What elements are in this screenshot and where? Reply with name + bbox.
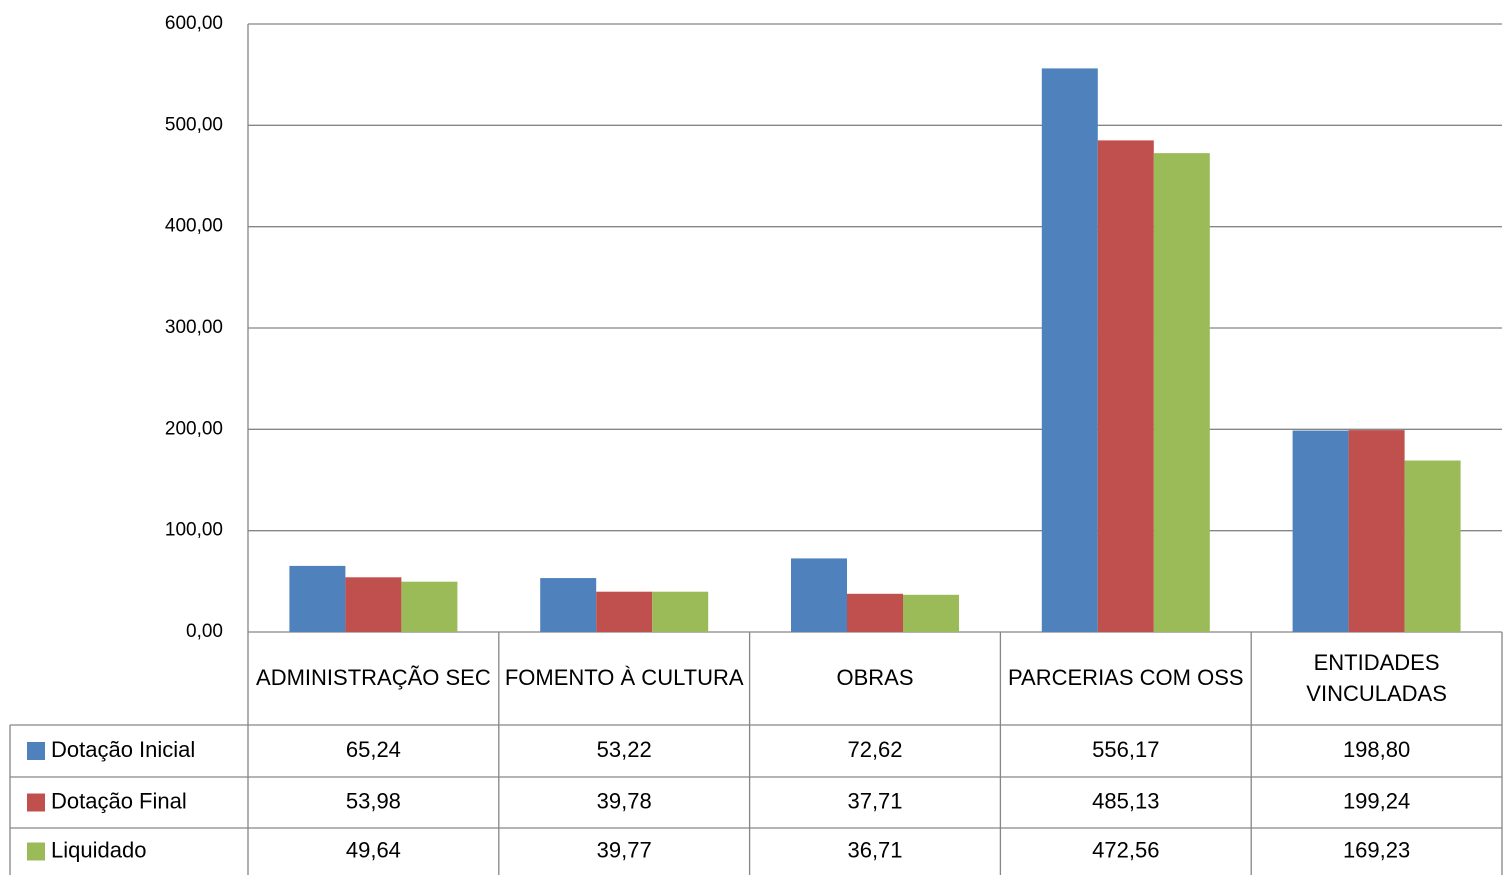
bar <box>1348 430 1405 632</box>
y-tick-label: 100,00 <box>165 520 223 541</box>
bar <box>1292 430 1349 632</box>
x-tick-label: FOMENTO À CULTURA <box>504 665 744 691</box>
table-value: 556,17 <box>1092 737 1159 762</box>
category-cell: PARCERIAS COM OSS <box>1008 665 1244 691</box>
x-tick-label: OBRAS <box>836 665 914 691</box>
x-tick-label: ADMINISTRAÇÃO SEC <box>256 665 491 691</box>
category-cell: OBRAS <box>836 665 914 691</box>
table-value: 65,24 <box>346 737 401 762</box>
bar <box>1153 153 1210 632</box>
bar <box>1404 460 1461 632</box>
category-cell: ENTIDADES VINCULADAS <box>1306 649 1447 706</box>
table-value: 53,22 <box>597 737 652 762</box>
bar <box>401 581 458 632</box>
bar <box>345 577 402 632</box>
y-tick-label: 200,00 <box>165 418 223 439</box>
table-value: 49,64 <box>346 837 401 862</box>
bar <box>652 591 709 632</box>
bar <box>847 593 903 632</box>
table-value: 36,71 <box>847 837 902 862</box>
table-value: 72,62 <box>847 737 902 762</box>
table-value: 39,77 <box>597 837 652 862</box>
y-tick-label: 300,00 <box>165 317 223 338</box>
x-tick-label: PARCERIAS COM OSS <box>1008 665 1244 691</box>
bar <box>1041 68 1098 632</box>
y-tick-label: 400,00 <box>165 216 223 237</box>
legend-key <box>27 793 45 812</box>
bar <box>289 565 346 632</box>
x-tick-label: ENTIDADES VINCULADAS <box>1306 649 1447 706</box>
y-tick-label: 0,00 <box>186 621 223 642</box>
bar <box>1097 140 1154 632</box>
table-value: 39,78 <box>597 788 652 813</box>
table-value: 485,13 <box>1092 788 1159 813</box>
bar <box>791 558 847 632</box>
bar <box>596 591 653 632</box>
legend-label: Dotação Inicial <box>51 737 195 762</box>
y-tick-label: 600,00 <box>165 13 223 34</box>
bar <box>540 578 597 632</box>
table-value: 37,71 <box>847 788 902 813</box>
bar <box>903 594 959 632</box>
legend-key <box>27 842 45 861</box>
category-cell: ADMINISTRAÇÃO SEC <box>256 665 491 691</box>
table-value: 169,23 <box>1343 837 1410 862</box>
table-value: 198,80 <box>1343 737 1410 762</box>
table-value: 199,24 <box>1343 788 1410 813</box>
y-tick-label: 500,00 <box>165 114 223 135</box>
legend-label: Liquidado <box>51 837 146 862</box>
legend-key <box>27 742 45 760</box>
table-value: 53,98 <box>346 788 401 813</box>
category-cell: FOMENTO À CULTURA <box>504 665 744 691</box>
table-value: 472,56 <box>1092 837 1159 862</box>
legend-label: Dotação Final <box>51 788 187 813</box>
